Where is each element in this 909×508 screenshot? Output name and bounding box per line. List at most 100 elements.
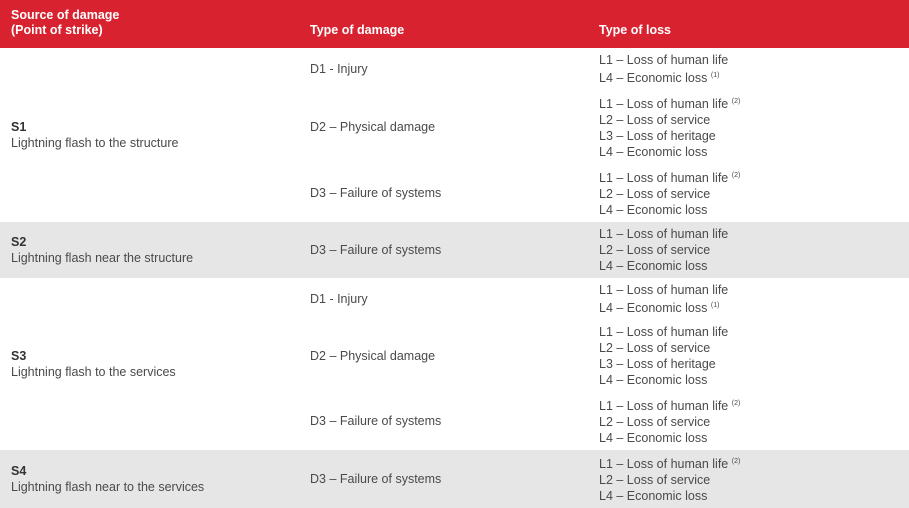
loss-list: L1 – Loss of human life L2 – Loss of serv… [599,226,909,274]
loss-item: L2 – Loss of service [599,186,909,202]
loss-item: L2 – Loss of service [599,414,909,430]
damage-row: D1 - Injury L1 – Loss of human life L4 – E… [310,278,909,320]
loss-text: L4 – Economic loss [599,373,708,387]
loss-text: L2 – Loss of service [599,113,711,127]
source-label: Lightning flash near to the services [11,480,205,494]
loss-text: L4 – Economic loss [599,259,708,273]
loss-text: L4 – Economic loss [599,301,708,315]
loss-item: L2 – Loss of service [599,242,909,258]
loss-item: L4 – Economic loss [599,258,909,274]
source-code: S3 [11,349,27,363]
damage-row: D2 – Physical damage L1 – Loss of human l… [310,320,909,392]
loss-text: L3 – Loss of heritage [599,129,716,143]
footnote-ref: (1) [710,302,720,309]
damage-type: D3 – Failure of systems [310,186,442,200]
loss-text: L4 – Economic loss [599,489,708,503]
source-cell: S1 Lightning flash to the structure [0,48,310,222]
loss-item: L4 – Economic loss [599,488,909,504]
loss-list: L1 – Loss of human life (2) L2 – Loss of … [599,454,909,504]
loss-text: L1 – Loss of human life [599,227,729,241]
damage-cell: D1 - Injury [310,282,599,316]
loss-text: L3 – Loss of heritage [599,357,716,371]
source-cell: S4 Lightning flash near to the services [0,450,310,508]
source-code: S2 [11,235,27,249]
damage-cell: D1 - Injury [310,52,599,86]
damage-type: D3 – Failure of systems [310,414,442,428]
loss-item: L4 – Economic loss [599,144,909,160]
loss-item: L3 – Loss of heritage [599,356,909,372]
loss-text: L1 – Loss of human life [599,97,729,111]
loss-text: L4 – Economic loss [599,203,708,217]
loss-list: L1 – Loss of human life L4 – Economic los… [599,282,909,316]
header-cell: Type of loss [599,23,672,37]
loss-item: L2 – Loss of service [599,472,909,488]
footnote-ref: (2) [731,172,741,179]
loss-text: L4 – Economic loss [599,71,708,85]
loss-text: L2 – Loss of service [599,415,711,429]
damage-row: D2 – Physical damage L1 – Loss of human l… [310,90,909,164]
loss-text: L2 – Loss of service [599,243,711,257]
loss-text: L4 – Economic loss [599,431,708,445]
damage-row: D3 – Failure of systems L1 – Loss of huma… [310,222,909,278]
loss-text: L2 – Loss of service [599,473,711,487]
damage-list: D3 – Failure of systems L1 – Loss of huma… [310,222,909,278]
loss-list: L1 – Loss of human life (2) L2 – Loss of … [599,396,909,446]
table-header: Source of damage (Point of strike) Type … [0,0,909,48]
loss-text: L2 – Loss of service [599,341,711,355]
damage-cell: D3 – Failure of systems [310,226,599,274]
damage-list: D3 – Failure of systems L1 – Loss of huma… [310,450,909,508]
source-cell: S3 Lightning flash to the services [0,278,310,450]
loss-text: L1 – Loss of human life [599,283,729,297]
loss-item: L1 – Loss of human life (2) [599,94,909,112]
damage-cell: D2 – Physical damage [310,324,599,388]
damage-row: D3 – Failure of systems L1 – Loss of huma… [310,392,909,450]
loss-item: L1 – Loss of human life (2) [599,168,909,186]
footnote-ref: (2) [731,458,741,465]
damage-cell: D2 – Physical damage [310,94,599,160]
source-code: S4 [11,464,27,478]
source-code: S1 [11,120,27,134]
footnote-ref: (2) [731,400,741,407]
source-label: Lightning flash to the structure [11,136,179,150]
damage-list: D1 - Injury L1 – Loss of human life L4 – E… [310,48,909,222]
damage-row: D1 - Injury L1 – Loss of human life L4 – E… [310,48,909,90]
damage-type: D3 – Failure of systems [310,243,442,257]
source-label: Lightning flash to the services [11,365,176,379]
header-text: (Point of strike) [11,23,103,37]
footnote-ref: (2) [731,98,741,105]
loss-text: L1 – Loss of human life [599,457,729,471]
loss-item: L2 – Loss of service [599,112,909,128]
loss-text: L1 – Loss of human life [599,53,729,67]
damage-cell: D3 – Failure of systems [310,168,599,218]
loss-text: L4 – Economic loss [599,145,708,159]
damage-row: D3 – Failure of systems L1 – Loss of huma… [310,164,909,222]
loss-item: L4 – Economic loss [599,202,909,218]
loss-item: L4 – Economic loss [599,372,909,388]
header-text: Source of damage [11,8,120,22]
loss-item: L4 – Economic loss (1) [599,68,909,86]
source-row: S2 Lightning flash near the structure D3 –… [0,222,909,278]
loss-item: L4 – Economic loss (1) [599,298,909,316]
damage-type: D2 – Physical damage [310,349,436,363]
footnote-ref: (1) [710,72,720,79]
loss-item: L1 – Loss of human life (2) [599,454,909,472]
loss-item: L1 – Loss of human life (2) [599,396,909,414]
loss-text: L2 – Loss of service [599,187,711,201]
header-cell: Type of damage [310,23,405,37]
loss-text: L1 – Loss of human life [599,325,729,339]
source-row: S3 Lightning flash to the services D1 - In… [0,278,909,450]
loss-list: L1 – Loss of human life (2) L2 – Loss of … [599,168,909,218]
loss-item: L1 – Loss of human life [599,324,909,340]
source-cell: S2 Lightning flash near the structure [0,222,310,278]
loss-item: L2 – Loss of service [599,340,909,356]
loss-item: L4 – Economic loss [599,430,909,446]
header-cell: Source of damage (Point of strike) [0,8,310,48]
loss-list: L1 – Loss of human life L2 – Loss of serv… [599,324,909,388]
damage-type: D3 – Failure of systems [310,472,442,486]
source-row: S1 Lightning flash to the structure D1 - I… [0,48,909,222]
damage-cell: D3 – Failure of systems [310,454,599,504]
damage-type: D1 - Injury [310,62,368,76]
loss-list: L1 – Loss of human life (2) L2 – Loss of … [599,94,909,160]
loss-item: L1 – Loss of human life [599,282,909,298]
